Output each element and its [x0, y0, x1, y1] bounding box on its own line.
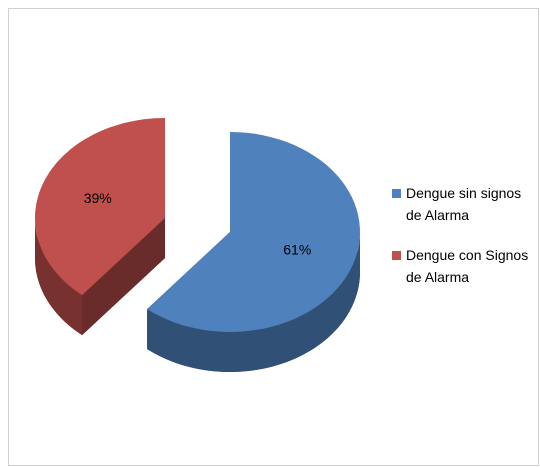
legend-swatch	[392, 251, 401, 260]
pie-slice	[35, 118, 165, 296]
legend-label: Dengue sin signos de Alarma	[406, 185, 522, 223]
data-label: 61%	[283, 241, 311, 257]
data-label: 39%	[84, 190, 112, 206]
legend-label: Dengue con Signos de Alarma	[406, 247, 529, 285]
legend-item: Dengue sin signos de Alarma	[392, 182, 537, 226]
pie-slice	[147, 132, 360, 332]
slice-side	[82, 218, 165, 336]
slice-wall	[147, 232, 360, 372]
legend-swatch	[392, 189, 401, 198]
slice-wall	[35, 218, 83, 336]
legend-item: Dengue con Signos de Alarma	[392, 244, 537, 288]
